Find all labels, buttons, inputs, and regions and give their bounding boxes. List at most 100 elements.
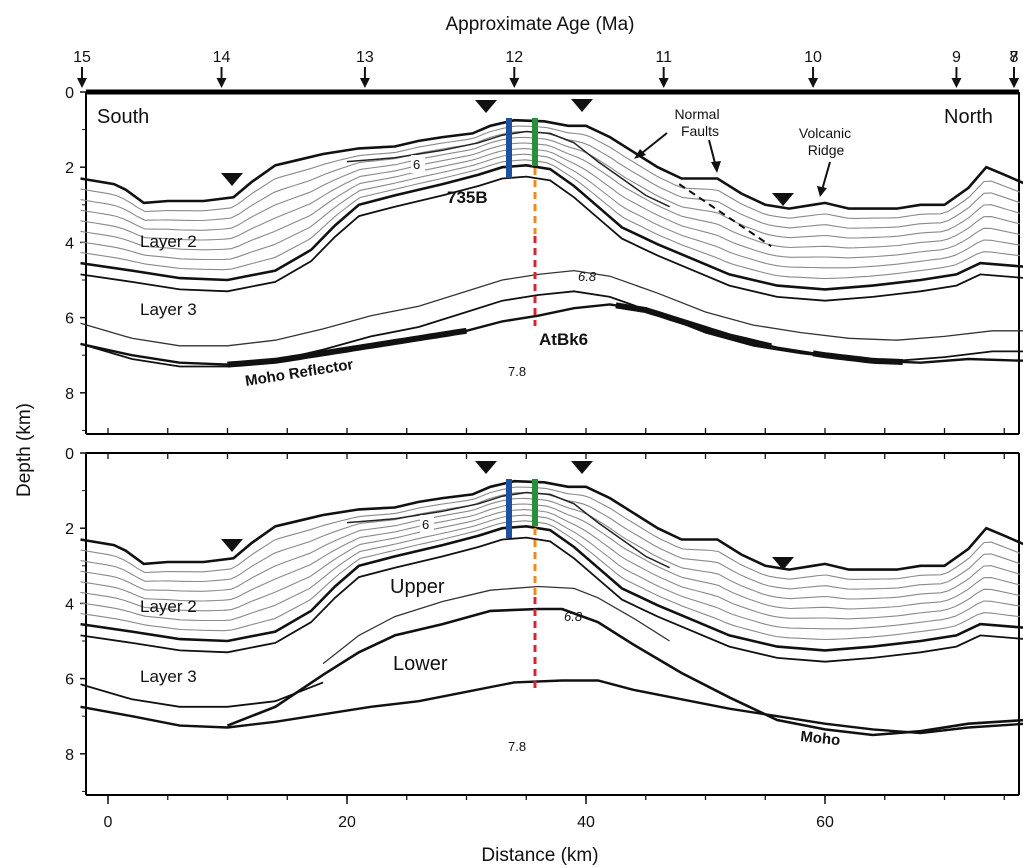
lower-upper-gabbro-contour: [322, 585, 670, 665]
upper-layer2-base-second-line: [80, 175, 1023, 302]
distance-tick-label: 0: [104, 814, 113, 831]
age-tick-arrow-head: [509, 78, 520, 88]
lower-layer2-base-second-line: [80, 536, 1023, 663]
upper-layer2-base-line: [80, 163, 1023, 291]
upper-velocity-6-contour: [346, 130, 670, 208]
lower-vel-6-label-bg: [420, 515, 434, 533]
layer2-thin-contour: [80, 509, 1020, 620]
age-tick-arrow-head: [658, 78, 669, 88]
upper-panel-layers: [80, 99, 1023, 368]
age-tick-label: 15: [73, 49, 91, 66]
distance-tick-label: 20: [338, 814, 356, 831]
seafloor-marker-triangle: [772, 557, 794, 570]
layer2-thin-contour: [80, 131, 1020, 229]
north-label: North: [944, 106, 993, 128]
depth-tick-label: 6: [65, 311, 74, 328]
upper-layer3-contour: [80, 290, 1023, 368]
layer2-thin-contour: [80, 142, 1020, 249]
lower-boreholes: [506, 479, 538, 690]
depth-tick-label: 8: [65, 386, 74, 403]
moho-reflector-segment: [615, 302, 772, 350]
age-tick-arrow-head: [216, 78, 227, 88]
lower-velocity-6-contour: [346, 491, 670, 569]
age-tick-arrow-head: [1009, 78, 1019, 88]
layer2-thin-contour: [80, 514, 1020, 630]
layer2-thin-contour: [80, 486, 1020, 580]
distance-axis-ticks: 0 20 40 60: [104, 795, 834, 831]
upper-seafloor-markers: [221, 99, 794, 206]
layer2-thin-contour: [80, 153, 1020, 269]
moho-reflector-segment: [812, 350, 903, 365]
lower-seafloor-markers: [221, 461, 794, 570]
layer2-thin-contour: [80, 148, 1020, 259]
age-axis-ticks: 15 14 13 12 11 10 9 87: [73, 49, 1019, 88]
depth-tick-label: 2: [65, 160, 74, 177]
age-tick-label: 12: [505, 49, 523, 66]
lower-layer2-label: Layer 2: [140, 597, 197, 616]
layer2-thin-contour: [80, 136, 1020, 239]
normal-fault-dashed-line: [678, 183, 772, 247]
upper-boreholes: [506, 118, 538, 326]
seafloor-marker-triangle: [571, 99, 593, 112]
upper-velocity-6-label: 6: [413, 157, 420, 172]
lower-seafloor-line: [80, 479, 1023, 571]
upper-velocity-6.8-label: 6.8: [578, 269, 597, 284]
layer2-thin-contour: [80, 497, 1020, 600]
upper-velocity-7.8-label: 7.8: [508, 364, 526, 379]
lower-velocity-6.8-label: 6.8: [564, 609, 583, 624]
annotation-arrows: [634, 132, 831, 197]
age-tick-label: 11: [655, 49, 672, 66]
site-atbk6-label: AtBk6: [539, 330, 588, 349]
bottom-axis-title: Distance (km): [481, 845, 598, 866]
moho-reflector-segment: [227, 327, 467, 368]
distance-tick-label: 60: [816, 814, 834, 831]
moho-reflector-segments: [227, 302, 903, 368]
age-tick-label: 7: [1010, 49, 1019, 66]
layer2-thin-contour: [80, 125, 1020, 219]
seafloor-marker-triangle: [221, 173, 243, 186]
lower-moho-line: [80, 679, 1023, 735]
layer2-thin-contour: [80, 503, 1020, 610]
lower-gabbro-label: Lower: [393, 653, 448, 675]
lower-layer3-label: Layer 3: [140, 667, 197, 686]
depth-tick-label: 8: [65, 747, 74, 764]
depth-tick-label: 6: [65, 672, 74, 689]
normal-faults-label-line1: Normal: [674, 106, 719, 122]
lower-layer2-contours: [80, 486, 1020, 641]
upper-layer3-label: Layer 3: [140, 300, 197, 319]
seafloor-marker-triangle: [475, 461, 497, 474]
age-tick-label: 10: [804, 49, 822, 66]
lower-velocity-7.8-label: 7.8: [508, 739, 526, 754]
layer2-thin-contour: [80, 492, 1020, 590]
layer2-thin-contour: [80, 159, 1020, 280]
moho-label: Moho: [800, 728, 842, 749]
age-tick-arrow-head: [951, 78, 962, 88]
lower-layer3-contour: [80, 681, 324, 708]
top-axis-title: Approximate Age (Ma): [445, 14, 634, 35]
upper-velocity-6.8-contour: [80, 269, 1023, 347]
age-tick-label: 8: [1010, 49, 1019, 66]
age-tick-arrow-head: [359, 78, 370, 88]
volcanic-ridge-label-line1: Volcanic: [799, 125, 851, 141]
layer2-thin-contour: [80, 520, 1020, 641]
south-label: South: [97, 106, 149, 128]
lower-panel: [85, 452, 1020, 796]
lower-velocity-6-label: 6: [422, 517, 429, 532]
lower-panel-layers: [80, 461, 1023, 737]
lower-layer2-base-line: [80, 524, 1023, 652]
upper-gabbro-label: Upper: [390, 576, 445, 598]
normal-faults-label-line2: Faults: [681, 123, 719, 139]
age-tick-label: 14: [213, 49, 231, 66]
seafloor-marker-triangle: [475, 100, 497, 113]
site-735b-label: 735B: [447, 188, 488, 207]
seafloor-marker-triangle: [571, 461, 593, 474]
depth-tick-label: 0: [65, 446, 74, 463]
seafloor-marker-triangle: [772, 193, 794, 206]
distance-tick-label: 40: [577, 814, 595, 831]
age-tick-label: 13: [356, 49, 374, 66]
ridge-arrow-head: [817, 186, 827, 197]
seafloor-marker-triangle: [221, 539, 243, 552]
age-tick-label: 9: [952, 49, 961, 66]
depth-tick-label: 2: [65, 521, 74, 538]
faults-arrow-1-head: [634, 149, 646, 159]
